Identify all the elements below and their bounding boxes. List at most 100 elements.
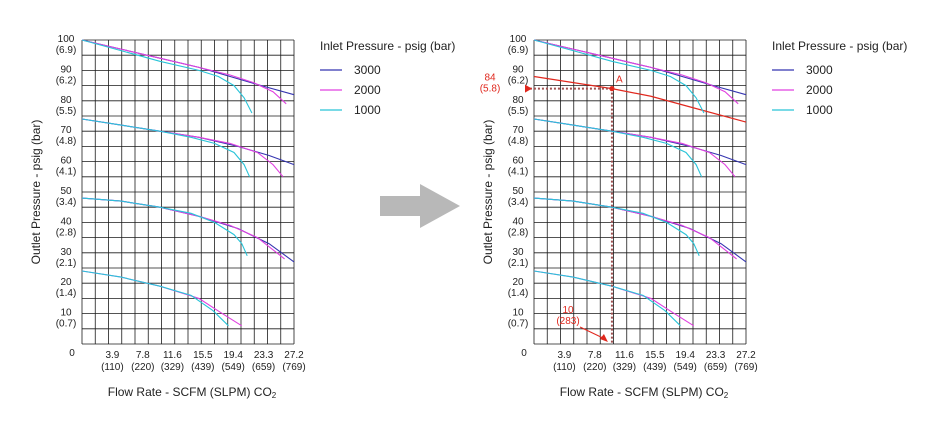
x-tick-label: 11.6 (163, 350, 182, 361)
grid (81, 39, 295, 345)
y-tick-label-bar: (0.7) (56, 319, 77, 330)
y-tick-label: 50 (60, 186, 72, 197)
legend-label-2000: 2000 (354, 83, 381, 97)
legend: Inlet Pressure - psig (bar) 3000 2000 1000 (320, 39, 455, 117)
x-tick-label: 15.5 (193, 350, 213, 361)
y-tick-label: 70 (60, 125, 72, 136)
x-tick-label: 19.4 (223, 350, 243, 361)
legend-label-1000: 1000 (806, 103, 833, 117)
series-line-2000 (533, 118, 736, 178)
x-tick-label: 27.2 (736, 350, 756, 361)
legend-title: Inlet Pressure - psig (bar) (320, 39, 455, 53)
y-tick-label: 60 (60, 156, 72, 167)
x-tick-label-slpm: (659) (704, 362, 727, 373)
y-tick-label: 100 (510, 34, 527, 45)
y-tick-label-bar: (1.4) (56, 288, 77, 299)
point-a-label: A (616, 75, 623, 86)
series-line-1000 (81, 197, 248, 257)
series-line-2000 (533, 39, 739, 105)
y-tick-label-bar: (6.2) (508, 75, 529, 86)
y-callout-arrowhead (525, 84, 532, 93)
x-tick-label-slpm: (549) (674, 362, 697, 373)
y-tick-label-bar: (3.4) (508, 197, 529, 208)
transition-arrow (380, 184, 460, 228)
series-line-1000 (533, 118, 703, 178)
x-tick-label-slpm: (439) (191, 362, 214, 373)
y-tick-label-bar: (4.1) (508, 167, 529, 178)
x-tick-label: 15.5 (645, 350, 665, 361)
legend-label-2000: 2000 (806, 83, 833, 97)
x-tick-label-slpm: (659) (252, 362, 275, 373)
series-line-1000 (81, 270, 229, 327)
x-tick-label: 3.9 (105, 350, 119, 361)
y-tick-label-bar: (6.9) (508, 45, 529, 56)
y-tick-label-bar: (4.8) (56, 136, 77, 147)
y-tick-label: 40 (512, 216, 524, 227)
y-tick-label-bar: (4.1) (56, 167, 77, 178)
x-tick-label-slpm: (110) (553, 362, 576, 373)
x-tick-label: 0 (521, 348, 527, 359)
y-tick-label: 30 (512, 247, 524, 258)
x-axis-title: Flow Rate - SCFM (SLPM) CO2 (560, 385, 729, 400)
series-group (81, 39, 295, 327)
y-tick-label: 80 (512, 95, 524, 106)
legend-title: Inlet Pressure - psig (bar) (772, 39, 907, 53)
y-tick-label-bar: (1.4) (508, 288, 529, 299)
x-tick-label: 3.9 (557, 350, 571, 361)
y-tick-label: 50 (512, 186, 524, 197)
x-axis-title: Flow Rate - SCFM (SLPM) CO2 (108, 385, 277, 400)
legend-label-3000: 3000 (354, 63, 381, 77)
y-tick-label: 20 (60, 277, 72, 288)
x-tick-label-slpm: (220) (131, 362, 154, 373)
y-tick-label: 10 (60, 308, 72, 319)
chart-right: 100(6.9)90(6.2)80(5.5)70(4.8)60(4.1)50(3… (480, 34, 908, 400)
x-tick-label: 23.3 (706, 350, 726, 361)
y-tick-label: 20 (512, 277, 524, 288)
y-axis-title: Outlet Pressure - psig (bar) (481, 120, 495, 265)
y-tick-label-bar: (0.7) (508, 319, 529, 330)
x-tick-label-slpm: (220) (583, 362, 606, 373)
x-callout-leader (579, 326, 604, 339)
y-tick-label-bar: (5.5) (508, 106, 529, 117)
y-tick-label-bar: (6.9) (56, 45, 77, 56)
y-tick-label: 80 (60, 95, 72, 106)
x-tick-label-slpm: (769) (282, 362, 305, 373)
x-axis-title-subscript: 2 (272, 391, 277, 400)
x-tick-label-slpm: (769) (734, 362, 757, 373)
legend-label-1000: 1000 (354, 103, 381, 117)
y-tick-label-bar: (5.5) (56, 106, 77, 117)
grid (533, 39, 747, 345)
x-tick-label-slpm: (439) (643, 362, 666, 373)
y-tick-label-bar: (2.1) (56, 258, 77, 269)
series-line-1000 (81, 118, 251, 178)
x-axis-title-subscript: 2 (724, 391, 729, 400)
x-tick-label: 7.8 (588, 350, 602, 361)
y-callout-value-bar: (5.8) (480, 84, 501, 95)
x-tick-label-slpm: (329) (613, 362, 636, 373)
x-callout-value-slpm: (283) (556, 316, 579, 327)
legend-label-3000: 3000 (806, 63, 833, 77)
y-tick-label-bar: (4.8) (508, 136, 529, 147)
y-axis-title: Outlet Pressure - psig (bar) (29, 120, 43, 265)
x-tick-label: 7.8 (136, 350, 150, 361)
series-line-1000 (81, 39, 253, 114)
x-tick-label: 19.4 (675, 350, 695, 361)
x-tick-label: 27.2 (284, 350, 304, 361)
chart-left: 100(6.9)90(6.2)80(5.5)70(4.8)60(4.1)50(3… (29, 34, 455, 400)
y-tick-label-bar: (3.4) (56, 197, 77, 208)
y-tick-label: 70 (512, 125, 524, 136)
point-a-marker (609, 86, 615, 92)
x-tick-label-slpm: (329) (161, 362, 184, 373)
y-tick-label-bar: (2.8) (508, 227, 529, 238)
y-tick-label: 10 (512, 308, 524, 319)
x-tick-label-slpm: (110) (101, 362, 124, 373)
y-tick-label: 30 (60, 247, 72, 258)
x-tick-label: 0 (69, 348, 75, 359)
series-group (533, 39, 747, 327)
y-tick-label: 40 (60, 216, 72, 227)
series-line-1000 (533, 197, 700, 257)
series-line-1000 (533, 39, 705, 114)
y-tick-label: 100 (58, 34, 75, 45)
x-tick-label: 11.6 (615, 350, 634, 361)
